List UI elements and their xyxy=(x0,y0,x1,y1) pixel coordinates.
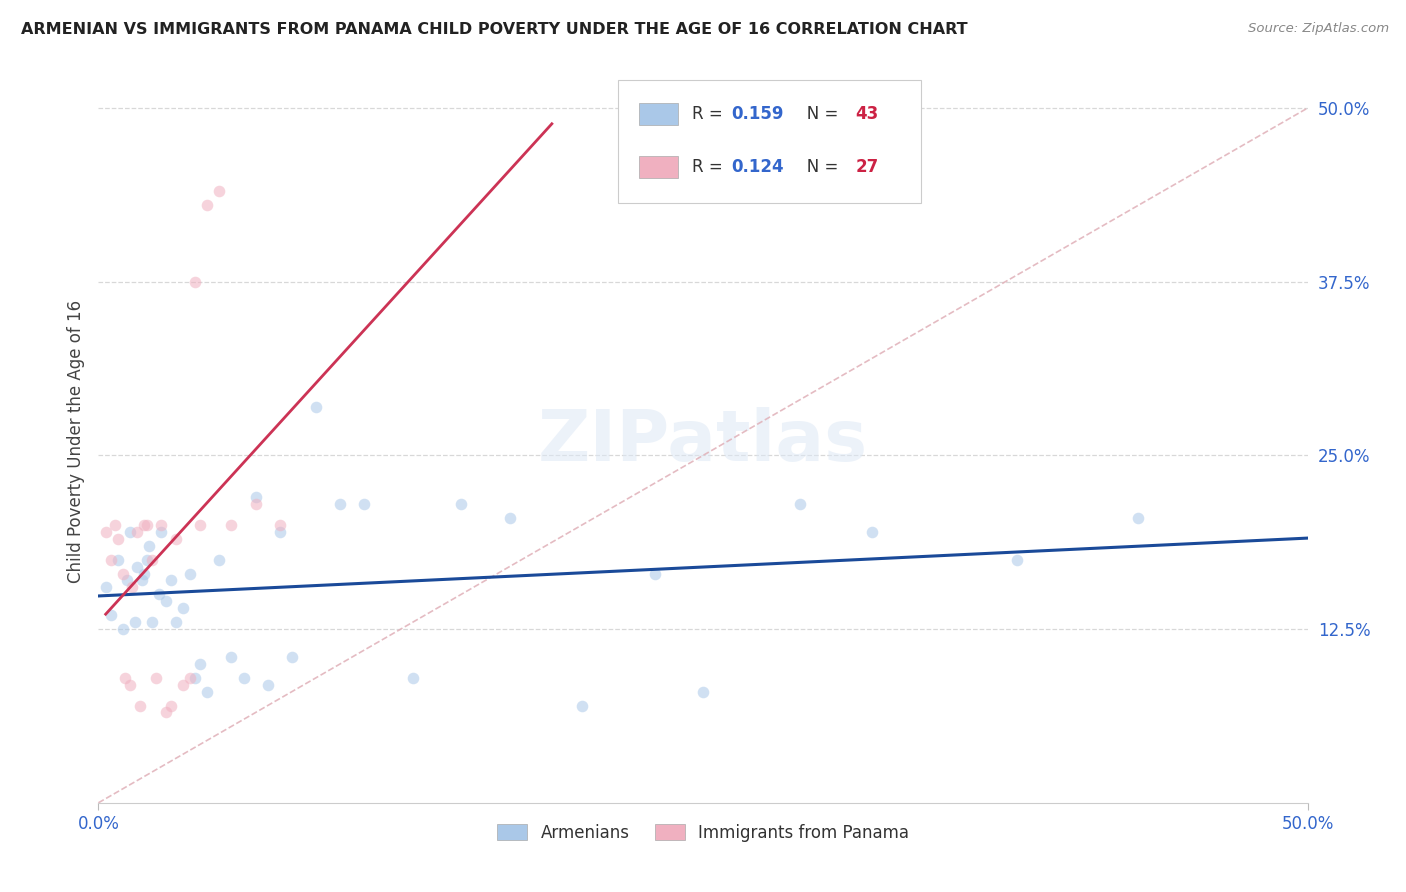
Point xyxy=(107,532,129,546)
Point xyxy=(644,566,666,581)
Point xyxy=(155,594,177,608)
Point xyxy=(141,615,163,630)
Point xyxy=(221,517,243,532)
Point xyxy=(141,552,163,566)
Point xyxy=(571,698,593,713)
Bar xyxy=(638,156,678,178)
Point xyxy=(232,671,254,685)
Point xyxy=(1128,511,1150,525)
Point xyxy=(208,185,231,199)
Point xyxy=(353,497,375,511)
Point xyxy=(160,698,183,713)
Point xyxy=(131,574,153,588)
Text: 27: 27 xyxy=(855,158,879,176)
Point xyxy=(128,698,150,713)
Point xyxy=(165,615,187,630)
Text: 0.124: 0.124 xyxy=(731,158,783,176)
Point xyxy=(134,566,156,581)
Text: R =: R = xyxy=(692,158,728,176)
Point xyxy=(107,552,129,566)
Point xyxy=(155,706,177,720)
Point xyxy=(188,517,211,532)
Point xyxy=(245,497,267,511)
Point xyxy=(208,552,231,566)
Point xyxy=(135,517,157,532)
Point xyxy=(195,198,218,212)
Point xyxy=(114,671,136,685)
Point xyxy=(256,678,278,692)
Point xyxy=(111,622,134,636)
Point xyxy=(160,574,183,588)
Point xyxy=(121,581,143,595)
Text: N =: N = xyxy=(792,158,844,176)
Legend: Armenians, Immigrants from Panama: Armenians, Immigrants from Panama xyxy=(491,817,915,848)
Point xyxy=(117,574,139,588)
Point xyxy=(329,497,352,511)
Text: N =: N = xyxy=(792,105,844,123)
Point xyxy=(100,552,122,566)
Y-axis label: Child Poverty Under the Age of 16: Child Poverty Under the Age of 16 xyxy=(66,300,84,583)
Point xyxy=(860,524,883,539)
Point xyxy=(450,497,472,511)
Point xyxy=(135,552,157,566)
Point xyxy=(188,657,211,671)
Point xyxy=(127,524,149,539)
Text: Source: ZipAtlas.com: Source: ZipAtlas.com xyxy=(1249,22,1389,36)
Point xyxy=(184,275,207,289)
Point xyxy=(148,587,170,601)
Point xyxy=(127,559,149,574)
Text: 43: 43 xyxy=(855,105,879,123)
Point xyxy=(221,649,243,664)
Point xyxy=(150,517,173,532)
Bar xyxy=(638,103,678,125)
Point xyxy=(165,532,187,546)
Point xyxy=(1007,552,1029,566)
Point xyxy=(281,649,304,664)
Point xyxy=(104,517,127,532)
Text: ARMENIAN VS IMMIGRANTS FROM PANAMA CHILD POVERTY UNDER THE AGE OF 16 CORRELATION: ARMENIAN VS IMMIGRANTS FROM PANAMA CHILD… xyxy=(21,22,967,37)
Point xyxy=(789,497,811,511)
Point xyxy=(145,671,167,685)
Point xyxy=(179,566,201,581)
Point xyxy=(124,615,146,630)
Point xyxy=(172,678,194,692)
Point xyxy=(118,678,141,692)
Point xyxy=(245,490,267,504)
Point xyxy=(305,400,328,414)
Point xyxy=(195,684,218,698)
Point xyxy=(94,581,117,595)
Point xyxy=(184,671,207,685)
Point xyxy=(138,539,160,553)
Point xyxy=(498,511,520,525)
Point xyxy=(172,601,194,615)
Point xyxy=(692,684,714,698)
Point xyxy=(100,608,122,623)
Text: 0.159: 0.159 xyxy=(731,105,783,123)
Point xyxy=(150,524,173,539)
Point xyxy=(118,524,141,539)
Point xyxy=(134,517,156,532)
Point xyxy=(111,566,134,581)
Point xyxy=(269,524,291,539)
Text: R =: R = xyxy=(692,105,728,123)
Point xyxy=(269,517,291,532)
Point xyxy=(94,524,117,539)
FancyBboxPatch shape xyxy=(619,80,921,203)
Text: ZIPatlas: ZIPatlas xyxy=(538,407,868,476)
Point xyxy=(402,671,425,685)
Point xyxy=(179,671,201,685)
